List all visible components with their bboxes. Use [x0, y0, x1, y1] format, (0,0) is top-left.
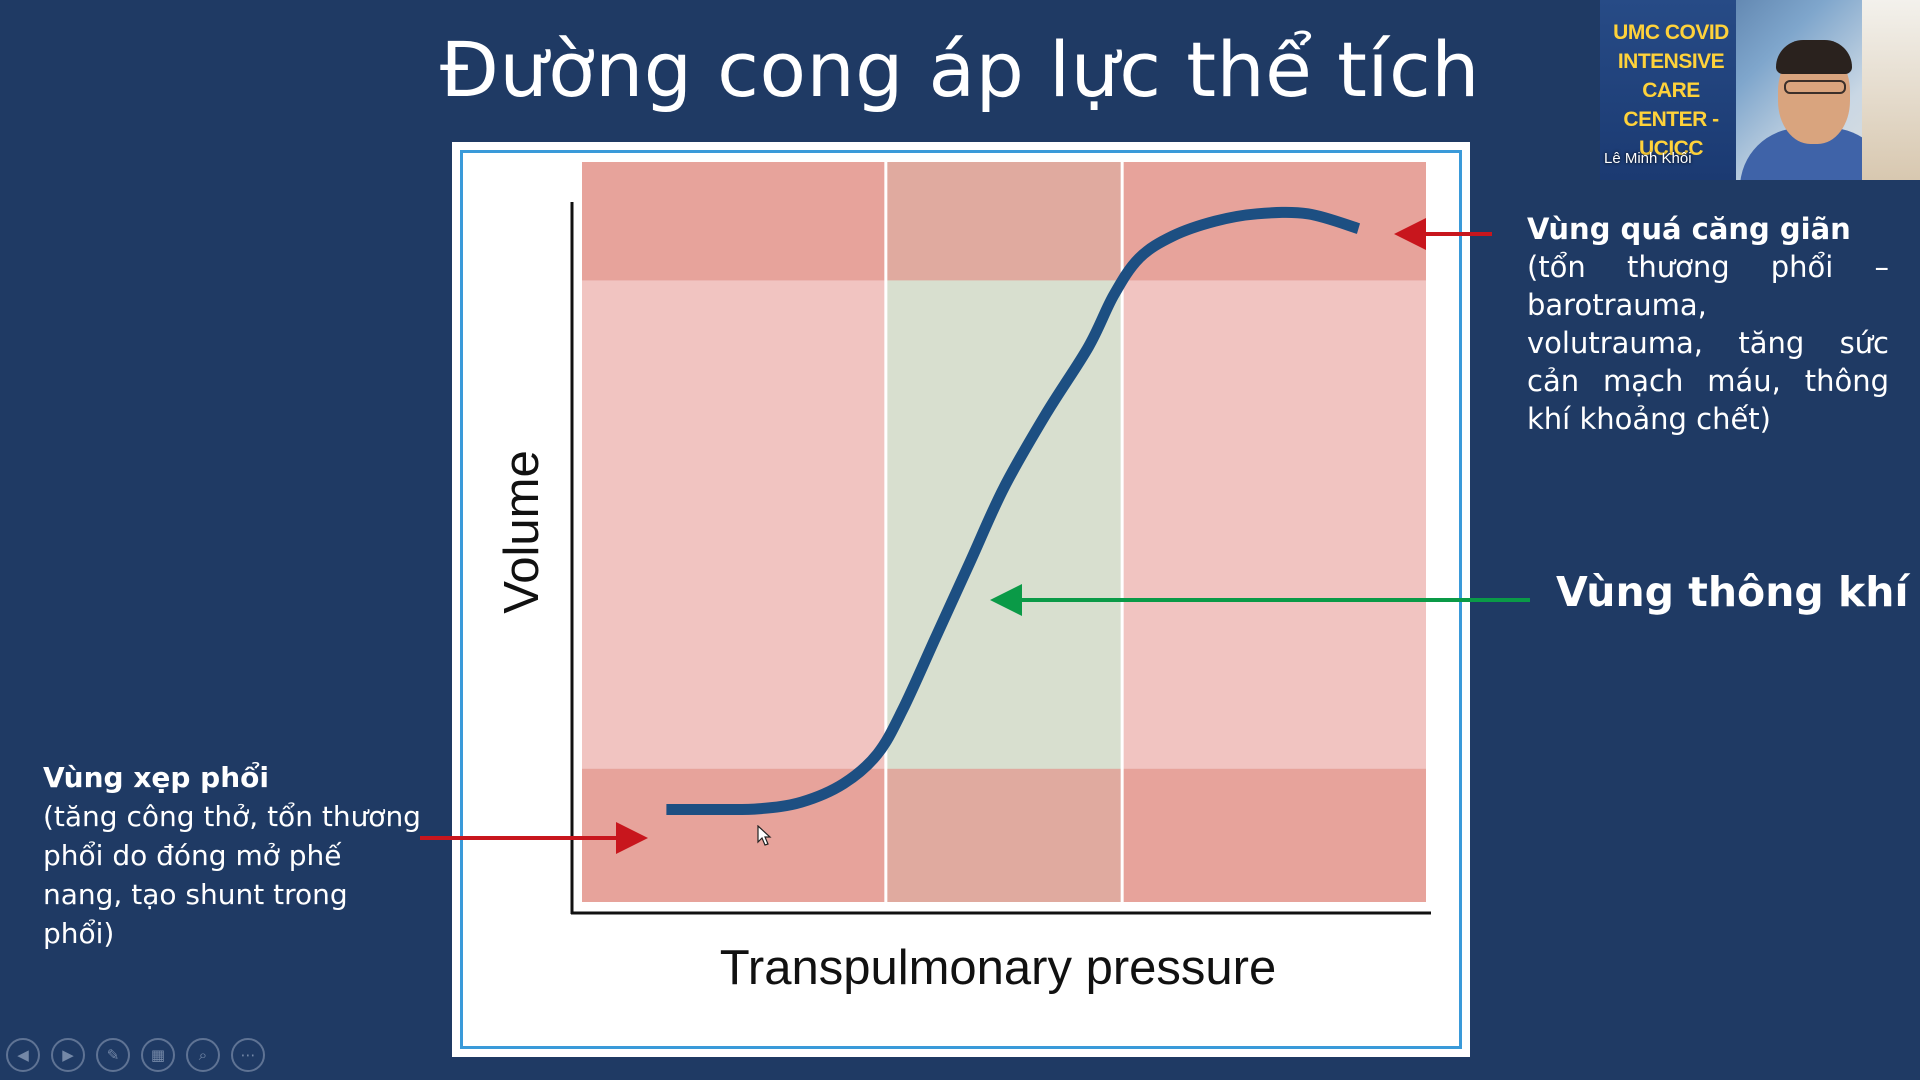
overdistension-annotation: Vùng quá căng giãn (tổn thương phổi – ba… — [1527, 210, 1889, 438]
magnifier-icon: ⌕ — [198, 1046, 208, 1064]
ventilation-annotation: Vùng thông khí — [1556, 568, 1909, 616]
zone-band-top — [582, 162, 1426, 281]
pressure-volume-chart: Transpulmonary pressure Volume — [495, 162, 1431, 995]
zoom-button[interactable]: ⌕ — [186, 1038, 220, 1072]
webcam-background — [1862, 0, 1920, 180]
arrow-left-icon: ◀ — [17, 1046, 29, 1064]
chart-frame: Transpulmonary pressure Volume — [452, 142, 1470, 1057]
next-slide-button[interactable]: ▶ — [51, 1038, 85, 1072]
webcam-banner-text: UMC COVID INTENSIVE CARE CENTER - UCICC — [1613, 21, 1729, 160]
previous-slide-button[interactable]: ◀ — [6, 1038, 40, 1072]
zone-band-bottom — [582, 768, 1426, 902]
arrow-right-icon: ▶ — [62, 1046, 74, 1064]
webcam-banner: UMC COVID INTENSIVE CARE CENTER - UCICC — [1600, 0, 1736, 180]
participant-hair — [1776, 40, 1852, 74]
participant-name: Lê Minh Khôi — [1604, 150, 1692, 167]
mouse-cursor-icon — [757, 825, 772, 846]
atelectasis-annotation: Vùng xẹp phổi (tăng công thở, tổn thương… — [43, 758, 423, 953]
pen-button[interactable]: ✎ — [96, 1038, 130, 1072]
more-button[interactable]: ⋯ — [231, 1038, 265, 1072]
ellipsis-icon: ⋯ — [240, 1046, 256, 1064]
slides-grid-button[interactable]: ▦ — [141, 1038, 175, 1072]
y-axis-label: Volume — [495, 450, 549, 613]
slideshow-nav-toolbar: ◀ ▶ ✎ ▦ ⌕ ⋯ — [6, 1038, 265, 1072]
pressure-volume-curve — [666, 206, 1361, 816]
x-axis-label: Transpulmonary pressure — [720, 941, 1276, 995]
webcam-feed: UMC COVID INTENSIVE CARE CENTER - UCICC … — [1600, 0, 1920, 180]
grid-icon: ▦ — [150, 1046, 166, 1064]
pen-icon: ✎ — [106, 1046, 120, 1064]
participant-glasses — [1784, 80, 1846, 94]
overdistension-title: Vùng quá căng giãn — [1527, 212, 1851, 246]
overdistension-description: (tổn thương phổi – barotrauma, volutraum… — [1527, 250, 1889, 436]
slide-title: Đường cong áp lực thể tích — [440, 25, 1480, 114]
atelectasis-title: Vùng xẹp phổi — [43, 761, 269, 794]
atelectasis-description: (tăng công thở, tổn thương phổi do đóng … — [43, 800, 421, 950]
